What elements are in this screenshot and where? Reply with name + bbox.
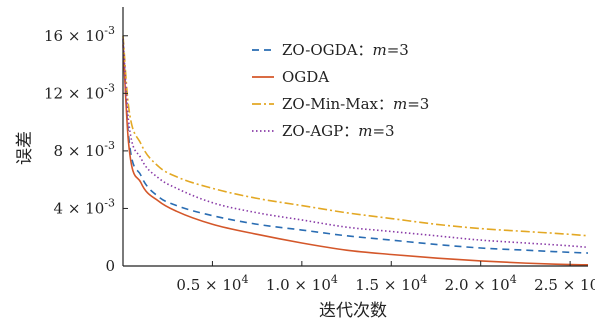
y-tick-label: 0 <box>105 257 115 275</box>
legend-label: OGDA <box>282 68 329 86</box>
legend-label: ZO-Min-Max：m=3 <box>282 95 429 113</box>
y-ticks: 0 4 × 10-3 8 × 10-3 12 × 10-3 16 × 10-3 <box>44 24 128 275</box>
x-tick-label: 2.5 × 104 <box>534 273 595 294</box>
legend-label: ZO-OGDA：m=3 <box>282 41 409 59</box>
x-axis-title: 迭代次数 <box>319 301 387 321</box>
y-tick-label: 4 × 10-3 <box>54 196 115 217</box>
y-tick-label: 12 × 10-3 <box>44 81 115 102</box>
series-line-zo-min-max <box>122 35 589 237</box>
series-line-ogda <box>122 44 589 266</box>
x-tick-label: 1.0 × 104 <box>266 273 338 294</box>
series-line-zo-ogda <box>122 40 589 254</box>
x-tick-label: 2.0 × 104 <box>445 273 517 294</box>
x-tick-label: 0.5 × 104 <box>176 273 248 294</box>
axes <box>122 7 588 267</box>
plot-lines <box>122 35 589 266</box>
legend: ZO-OGDA：m=3 OGDA ZO-Min-Max：m=3 ZO-AGP：m=3 <box>252 41 429 140</box>
series-line-zo-agp <box>122 38 589 249</box>
legend-label: ZO-AGP：m=3 <box>282 122 395 140</box>
x-tick-label: 1.5 × 104 <box>355 273 427 294</box>
x-ticks: 0.5 × 104 1.0 × 104 1.5 × 104 2.0 × 104 2.5 … <box>176 261 595 294</box>
y-axis-title: 误差 <box>15 131 35 165</box>
y-tick-label: 8 × 10-3 <box>54 139 115 160</box>
y-tick-label: 16 × 10-3 <box>44 24 115 45</box>
